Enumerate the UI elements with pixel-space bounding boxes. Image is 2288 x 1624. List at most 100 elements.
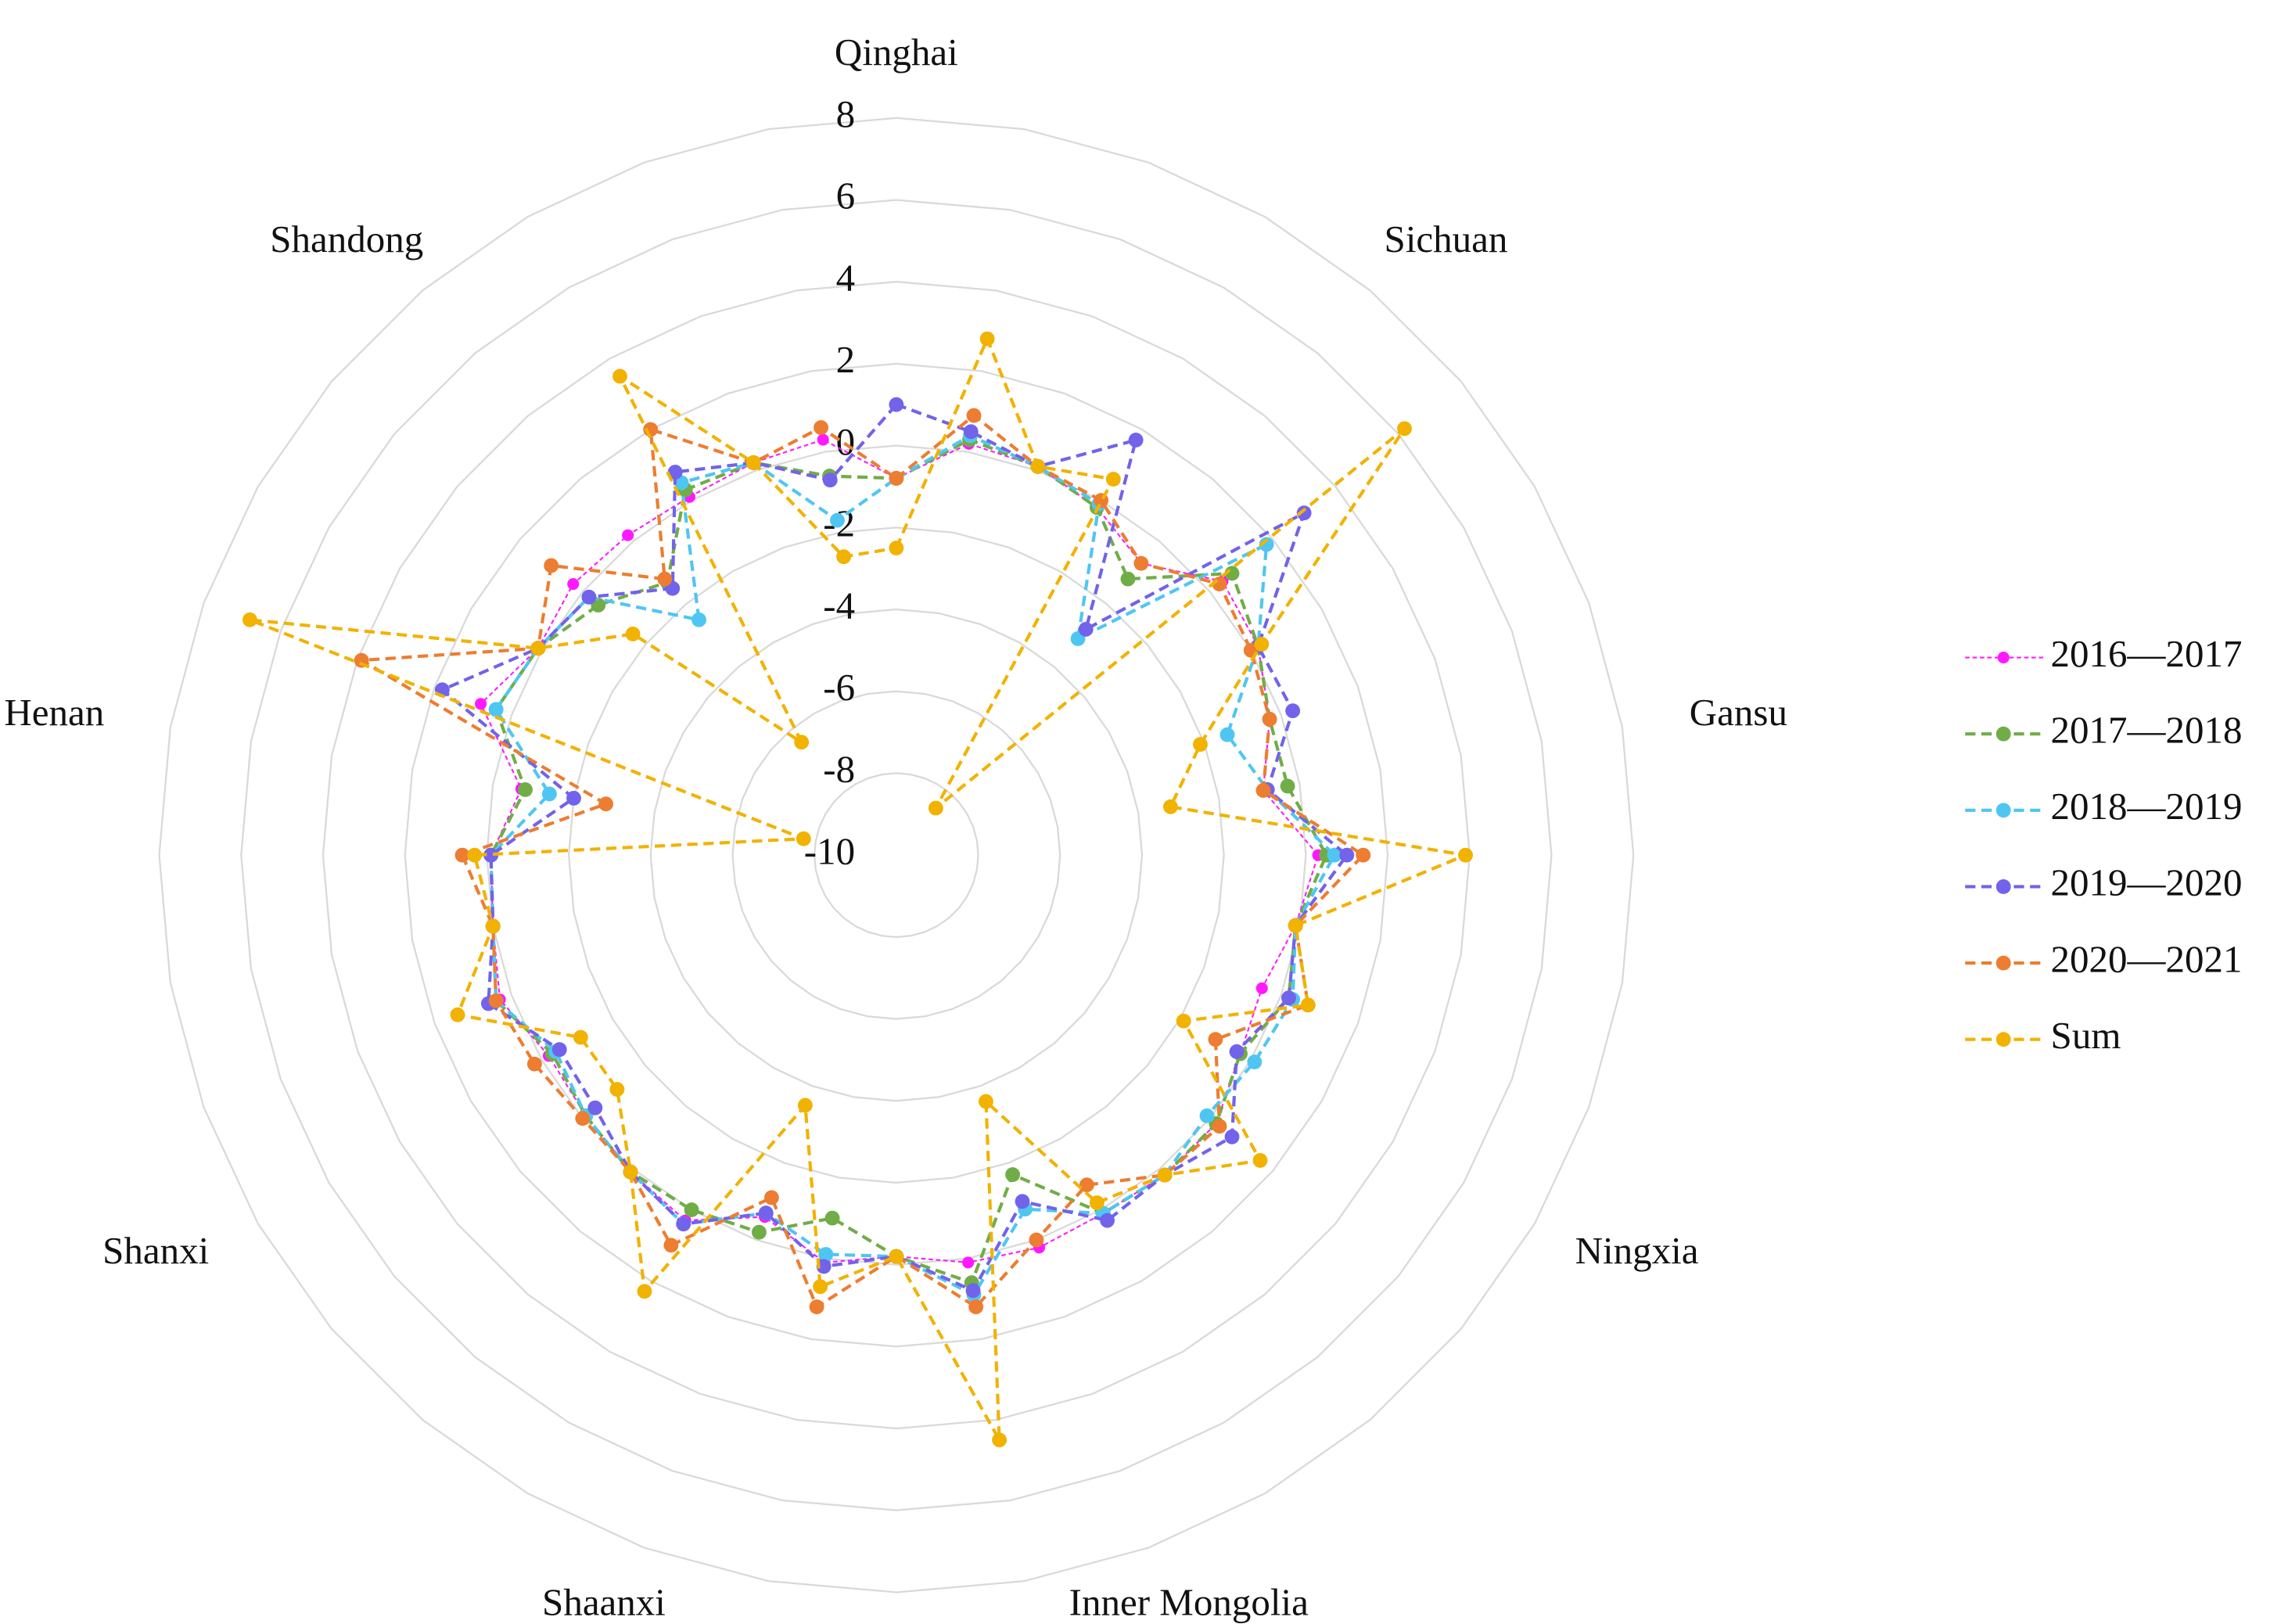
data-point [544, 558, 559, 573]
data-point [467, 847, 483, 863]
data-point [1100, 1213, 1115, 1228]
data-point [928, 800, 943, 816]
category-label: Gansu [1690, 691, 1787, 734]
data-point [684, 1202, 699, 1218]
data-point [657, 571, 673, 587]
grid-ring [404, 362, 1389, 1348]
data-point [962, 1256, 975, 1269]
data-point [1212, 1119, 1227, 1134]
axis-tick-label: -6 [823, 666, 855, 709]
data-point [587, 1100, 603, 1116]
axis-tick-label: 8 [836, 92, 856, 135]
data-point [965, 1283, 981, 1299]
data-point [623, 1164, 638, 1180]
data-point [598, 796, 614, 812]
grid [158, 117, 1635, 1593]
data-point [518, 782, 533, 797]
data-point [1005, 1167, 1020, 1182]
data-point [1030, 458, 1046, 474]
grid-ring [649, 608, 1144, 1102]
data-point [1219, 727, 1235, 742]
data-point [818, 1247, 834, 1262]
data-point [625, 627, 641, 641]
grid-ring [731, 690, 1061, 1020]
data-point [567, 577, 580, 591]
legend-marker [1995, 1032, 2011, 1047]
data-point [691, 612, 706, 627]
data-point [824, 1210, 840, 1226]
data-point [1255, 782, 1271, 798]
data-point [1128, 433, 1144, 448]
category-label: Henan [4, 691, 104, 734]
data-point [817, 433, 829, 446]
data-point [1015, 1194, 1030, 1209]
data-point [813, 1279, 828, 1295]
data-point [637, 1284, 652, 1299]
axis-tick-label: 2 [836, 338, 856, 381]
data-point [1029, 1232, 1044, 1248]
data-point [1229, 1044, 1245, 1059]
category-label: Sichuan [1385, 217, 1508, 260]
data-point [966, 408, 982, 423]
data-point [889, 1249, 904, 1264]
data-point [450, 1007, 465, 1022]
data-point [475, 698, 487, 710]
data-point [1252, 1153, 1268, 1168]
data-point [1247, 1055, 1263, 1069]
data-point [1105, 472, 1121, 487]
data-point [1255, 982, 1268, 994]
data-point [968, 1299, 984, 1315]
data-point [1285, 703, 1301, 719]
legend-label: Sum [2051, 1014, 2121, 1057]
data-point [1262, 711, 1277, 727]
data-point [1281, 990, 1296, 1006]
data-point [1133, 555, 1149, 571]
data-point [566, 790, 581, 806]
data-point [1157, 1167, 1173, 1183]
data-point [979, 331, 995, 347]
data-point [551, 1042, 567, 1058]
category-label: Shaanxi [542, 1580, 666, 1623]
data-point [809, 1299, 824, 1315]
data-point [794, 735, 810, 750]
data-point [1176, 1013, 1191, 1029]
legend-label: 2020—2021 [2051, 937, 2243, 980]
data-point [488, 993, 504, 1008]
data-point [764, 1190, 779, 1205]
data-point [242, 612, 257, 627]
data-point [530, 641, 546, 656]
data-point [541, 786, 557, 802]
axis-tick-label: -10 [804, 829, 855, 872]
grid-ring [321, 281, 1471, 1430]
data-point [1259, 537, 1274, 552]
data-point [979, 1094, 993, 1109]
legend-label: 2017—2018 [2051, 708, 2243, 751]
category-label: Inner Mongolia [1069, 1580, 1309, 1623]
data-point [836, 549, 852, 565]
axis-tick-label: -8 [823, 748, 855, 791]
data-point [889, 541, 904, 555]
data-point [1163, 799, 1178, 814]
data-point [963, 424, 979, 440]
data-point [622, 529, 634, 541]
data-point [1120, 571, 1136, 587]
grid-ring [567, 526, 1225, 1184]
grid-ring [158, 117, 1635, 1593]
legend: 2016—2017 2017—2018 2018—2019 2019—2020 2020… [1965, 632, 2243, 1057]
data-point [485, 918, 501, 934]
data-point [1089, 1195, 1104, 1210]
axis-tick-label: 4 [836, 256, 856, 299]
legend-label: 2018—2019 [2051, 785, 2243, 828]
category-label: Shanxi [102, 1229, 209, 1272]
category-label: Shandong [270, 217, 423, 260]
data-point [1327, 847, 1342, 863]
legend-marker [1995, 955, 2011, 971]
grid-ring [240, 199, 1553, 1511]
data-point [1280, 778, 1295, 794]
data-point [1078, 621, 1094, 637]
data-point [758, 1205, 774, 1221]
data-point [526, 1056, 542, 1072]
data-point [663, 1238, 679, 1253]
data-point [1224, 1129, 1240, 1144]
data-point [1208, 1032, 1223, 1047]
